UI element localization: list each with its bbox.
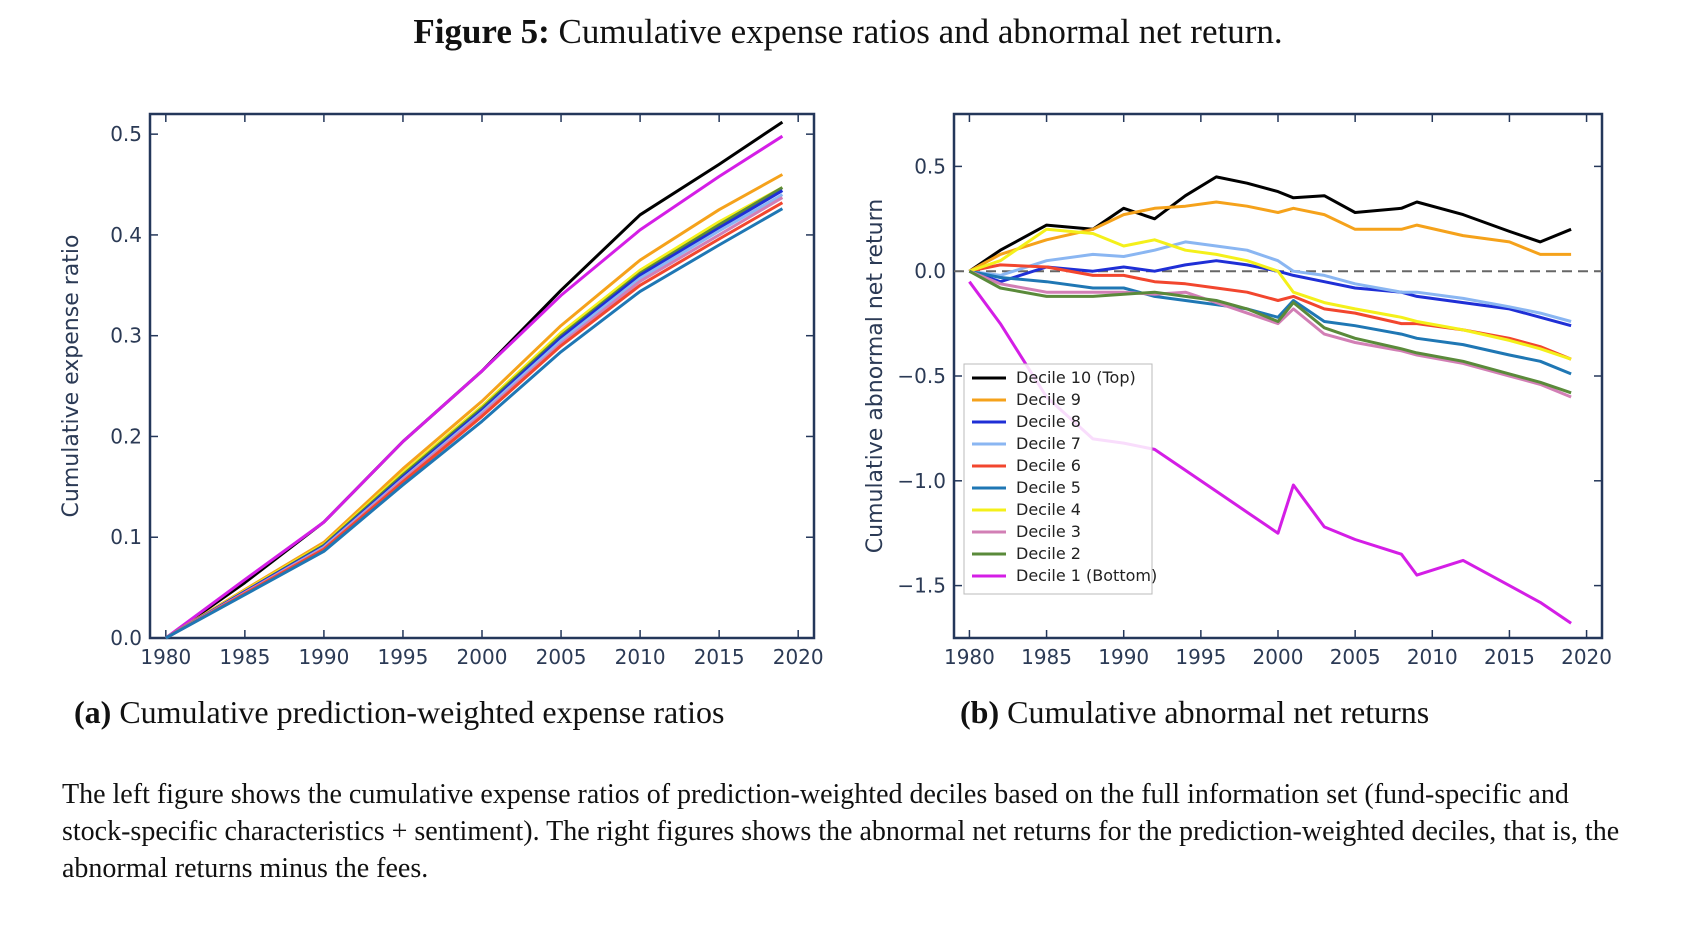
x-tick-label: 2005	[536, 645, 587, 669]
x-tick-label: 1985	[1021, 645, 1072, 669]
x-tick-label: 2015	[694, 645, 745, 669]
legend-label-d2: Decile 2	[1016, 544, 1081, 563]
y-tick-label: 0.0	[110, 626, 142, 650]
series-line-b-d2	[968, 269, 1572, 395]
caption-a: (a) Cumulative prediction-weighted expen…	[74, 694, 724, 731]
x-tick-label: 2010	[1407, 645, 1458, 669]
x-tick-label: 2020	[1561, 645, 1612, 669]
series-line-b-d9	[968, 200, 1572, 273]
series-line-b-d7	[969, 240, 1572, 323]
x-tick-label: 1980	[944, 645, 995, 669]
x-tick-label: 1980	[140, 645, 191, 669]
y-axis-label-a: Cumulative expense ratio	[59, 235, 84, 518]
y-tick-label: 0.3	[110, 324, 142, 348]
legend-label-d5: Decile 5	[1016, 478, 1081, 497]
y-tick-label: −0.5	[897, 364, 946, 388]
x-tick-label: 1995	[1175, 645, 1226, 669]
x-tick-label: 2010	[615, 645, 666, 669]
series-line-b-d4	[968, 227, 1572, 361]
legend-label-d8: Decile 8	[1016, 412, 1081, 431]
caption-a-label: (a)	[74, 694, 112, 730]
legend-label-d6: Decile 6	[1016, 456, 1081, 475]
legend-label-d9: Decile 9	[1016, 390, 1081, 409]
y-tick-label: 0.5	[914, 154, 946, 178]
y-tick-label: 0.2	[110, 424, 142, 448]
figure-title: Figure 5: Cumulative expense ratios and …	[0, 12, 1696, 52]
series-line-a-d5	[165, 207, 784, 640]
caption-b-text: Cumulative abnormal net returns	[1007, 694, 1430, 730]
charts-canvas: 1980 1985 1990 1995 2000 2005 2010 2015 2020 0.0 0…	[59, 112, 1612, 669]
legend-label-d3: Decile 3	[1016, 522, 1081, 541]
caption-b-label: (b)	[960, 694, 1000, 730]
x-tick-label: 1990	[1098, 645, 1149, 669]
legend-label-d10: Decile 10 (Top)	[1016, 368, 1136, 387]
plot-frame-a	[148, 112, 816, 640]
x-tick-label: 2000	[457, 645, 508, 669]
x-tick-label: 2005	[1330, 645, 1381, 669]
x-tick-label: 2000	[1253, 645, 1304, 669]
x-tick-label: 1985	[219, 645, 270, 669]
figure-title-text: Cumulative expense ratios and abnormal n…	[558, 12, 1283, 51]
legend-label-d4: Decile 4	[1016, 500, 1081, 519]
x-tick-label: 1990	[298, 645, 349, 669]
y-tick-label: −1.5	[897, 574, 946, 598]
figure-description: The left figure shows the cumulative exp…	[62, 779, 1620, 884]
x-tick-label: 1995	[377, 645, 428, 669]
series-line-b-d5	[969, 269, 1572, 376]
series-line-b-d3	[968, 269, 1572, 399]
figure-label: Figure 5:	[413, 12, 550, 51]
y-tick-label: −1.0	[897, 469, 946, 493]
legend-label-d7: Decile 7	[1016, 434, 1081, 453]
x-tick-label: 2020	[773, 645, 824, 669]
series-line-a-d1	[164, 134, 784, 640]
caption-a-text: Cumulative prediction-weighted expense r…	[119, 694, 725, 730]
y-tick-label: 0.0	[914, 259, 946, 283]
y-tick-label: 0.5	[110, 122, 142, 146]
y-tick-label: 0.4	[110, 223, 142, 247]
x-tick-label: 2015	[1484, 645, 1535, 669]
y-axis-label-b: Cumulative abnormal net return	[863, 199, 888, 553]
caption-b: (b) Cumulative abnormal net returns	[960, 694, 1429, 731]
legend-box	[963, 363, 1153, 595]
legend-label-d1: Decile 1 (Bottom)	[1016, 566, 1157, 585]
y-tick-label: 0.1	[110, 525, 142, 549]
